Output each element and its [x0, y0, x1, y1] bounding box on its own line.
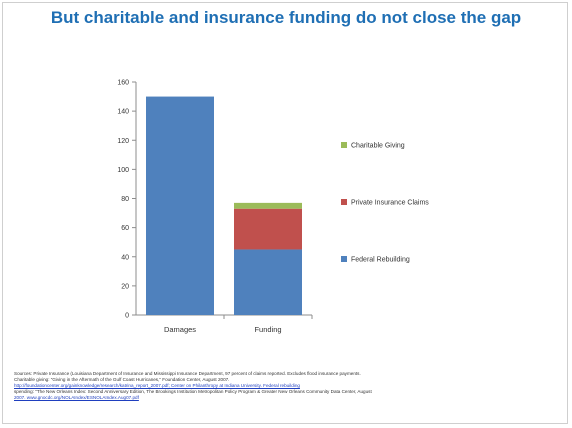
legend-label: Private Insurance Claims [351, 200, 429, 207]
sources-line-4: spending: "The New Orleans Index: Second… [14, 389, 372, 394]
legend-swatch [341, 256, 347, 262]
y-tick-label: 120 [117, 138, 129, 145]
y-tick-label: 20 [121, 283, 129, 290]
legend-swatch [341, 142, 347, 148]
y-tick-label: 160 [117, 80, 129, 87]
y-tick-label: 100 [117, 167, 129, 174]
bar-segment [146, 96, 214, 315]
sources-line-2: Charitable giving: "Giving in the Afterm… [14, 377, 230, 382]
bar-segment [234, 208, 302, 250]
sources-line-3[interactable]: http://foundationcenter.org/gainknowledg… [14, 383, 300, 388]
x-tick-label: Funding [254, 325, 281, 334]
y-tick-label: 40 [121, 254, 129, 261]
slide-border [2, 2, 568, 424]
y-tick-label: 80 [121, 196, 129, 203]
slide-title: But charitable and insurance funding do … [50, 8, 522, 27]
x-tick-label: Damages [164, 325, 196, 334]
sources-line-5[interactable]: 2007. www.gnocdc.org/NOLAIndex/ESNOLAInd… [14, 395, 139, 400]
legend-label: Charitable Giving [351, 143, 405, 150]
y-tick-label: 140 [117, 109, 129, 116]
legend-label: Federal Rebuilding [351, 257, 410, 264]
y-tick-label: 0 [125, 313, 129, 320]
sources-note: Sources: Private Insurance (Louisiana De… [14, 371, 554, 401]
bar-segment [234, 202, 302, 209]
bar-segment [234, 249, 302, 315]
legend-swatch [341, 199, 347, 205]
y-tick-label: 60 [121, 225, 129, 232]
sources-line-1: Sources: Private Insurance (Louisiana De… [14, 371, 361, 376]
